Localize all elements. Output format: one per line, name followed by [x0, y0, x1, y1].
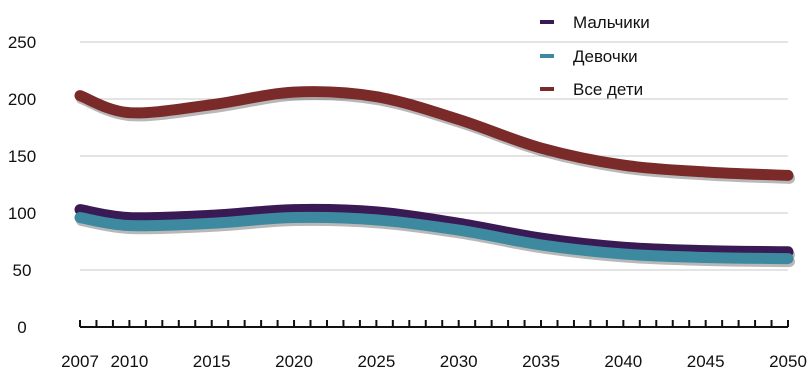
legend-label: Девочки	[573, 47, 638, 66]
x-tick-label: 2025	[357, 352, 395, 371]
x-tick-label: 2015	[193, 352, 231, 371]
series-line-2	[74, 211, 794, 265]
y-tick-label: 100	[8, 204, 36, 223]
y-tick-label: 200	[8, 90, 36, 109]
y-tick-label: 150	[8, 147, 36, 166]
x-tick-label: 2040	[604, 352, 642, 371]
x-tick-label: 2020	[275, 352, 313, 371]
y-tick-label: 0	[17, 318, 26, 337]
gridlines	[80, 41, 788, 271]
series-lines	[74, 86, 795, 268]
x-tick-label: 2050	[769, 352, 807, 371]
x-tick-label: 2045	[687, 352, 725, 371]
series-line-1	[74, 203, 794, 258]
x-axis-tick-labels: 2007 2010 2015 2020 2025 2030 2035 2040 2045 2050	[61, 352, 807, 371]
series-line-3	[74, 86, 794, 181]
x-tick-label: 2030	[440, 352, 478, 371]
legend-label: Все дети	[573, 80, 643, 99]
x-axis	[79, 320, 789, 328]
legend-label: Мальчики	[573, 13, 650, 32]
x-tick-label: 2010	[110, 352, 148, 371]
x-tick-label: 2035	[522, 352, 560, 371]
x-tick-label: 2007	[61, 352, 99, 371]
y-tick-label: 250	[8, 33, 36, 52]
y-axis-tick-labels: 0 50 100 150 200 250	[8, 33, 36, 337]
legend: Мальчики Девочки Все дети	[540, 13, 650, 99]
y-tick-label: 50	[13, 261, 32, 280]
